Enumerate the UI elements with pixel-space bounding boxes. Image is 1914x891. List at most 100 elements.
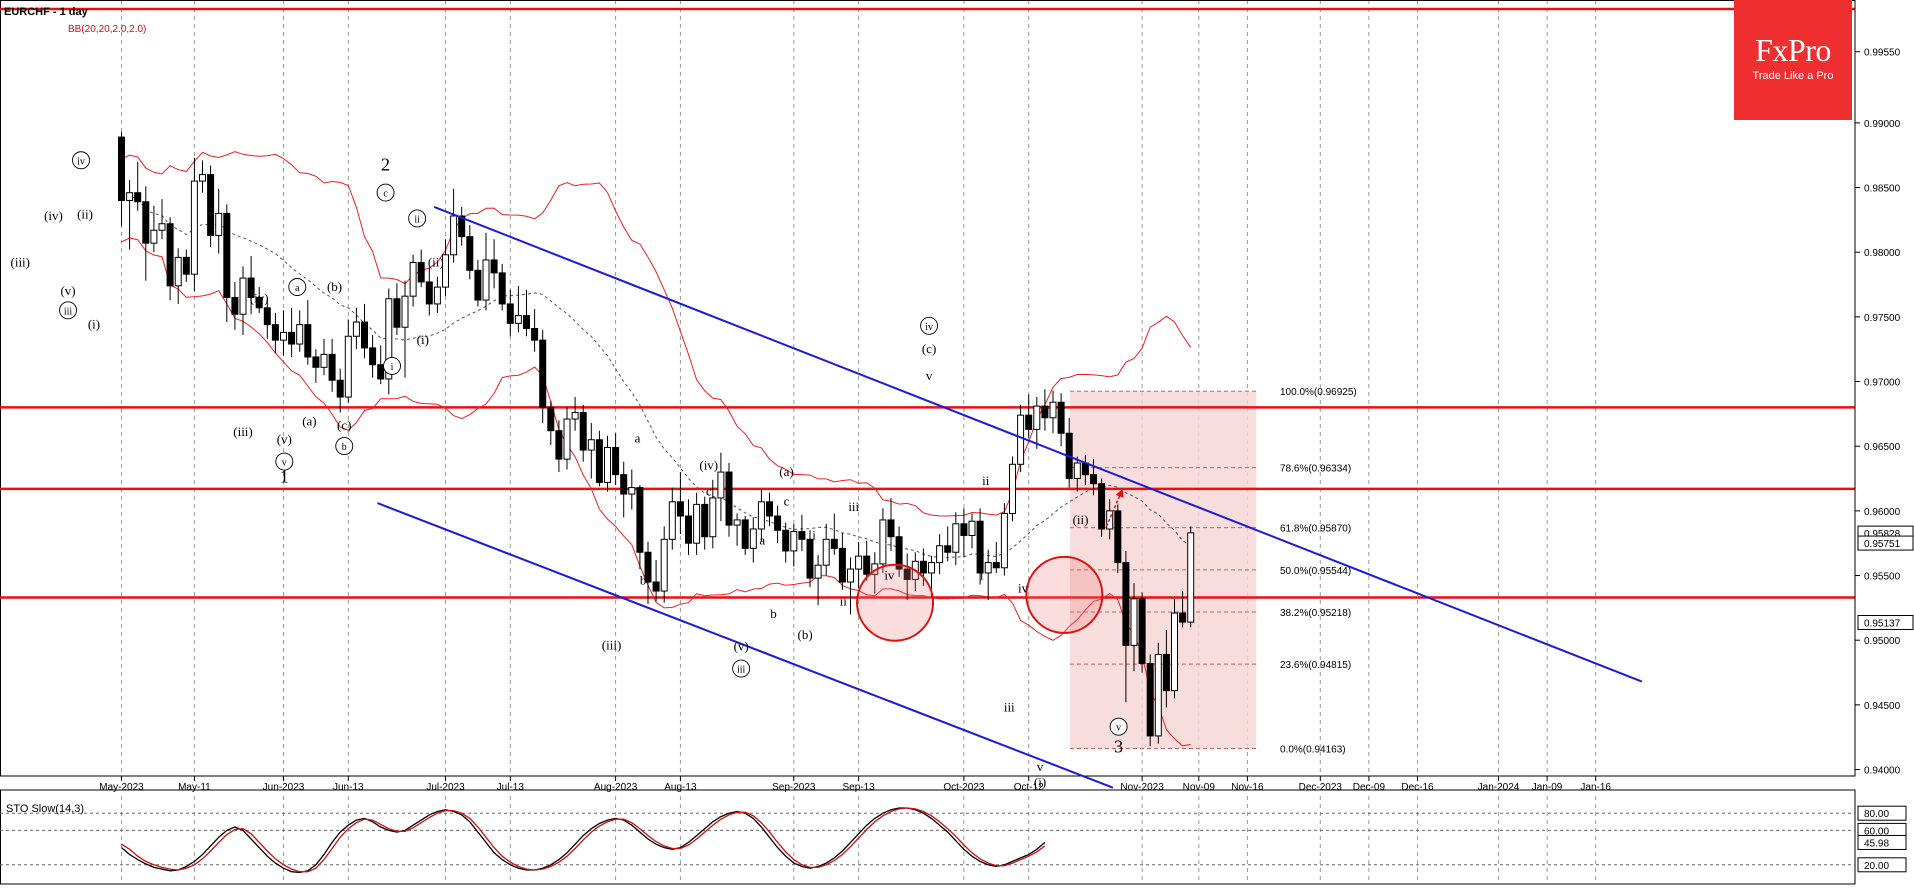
- candle-body: [992, 562, 1000, 569]
- sto-current-label: 45.98: [1864, 838, 1889, 849]
- wave-label: ii: [982, 473, 990, 488]
- candle-body: [579, 412, 587, 451]
- wave-label: a: [295, 283, 300, 294]
- sto-tick-label: 60.00: [1864, 826, 1889, 837]
- wave-label: (v): [277, 432, 292, 447]
- candle-body: [118, 136, 125, 201]
- candle-body: [1146, 662, 1154, 737]
- candle-body: [701, 503, 709, 538]
- candle-body: [741, 519, 749, 549]
- candle-body: [1041, 405, 1049, 419]
- wave-label: iv: [884, 567, 895, 582]
- fxpro-logo: FxPro Trade Like a Pro: [1734, 0, 1852, 120]
- wave-label: i: [812, 527, 816, 542]
- wave-label: v: [1037, 759, 1044, 774]
- candle-body: [450, 215, 458, 256]
- candle-body: [433, 286, 441, 305]
- wave-label-ring: [408, 209, 427, 228]
- candle-body: [984, 562, 992, 574]
- candle-body: [466, 236, 474, 271]
- candle-body: [482, 259, 490, 301]
- candle-body: [296, 324, 304, 345]
- candle-body: [725, 471, 733, 526]
- wave-label-ring: [288, 278, 307, 296]
- candle-body: [199, 174, 206, 182]
- candle-body: [1171, 612, 1178, 692]
- sto-tick-box: [1857, 857, 1907, 873]
- candle-body: [676, 501, 684, 517]
- candle-body: [733, 519, 741, 526]
- candle-body: [936, 545, 944, 564]
- candle-body: [490, 259, 498, 274]
- candle-body: [409, 262, 417, 297]
- candle-body: [612, 446, 620, 476]
- sto-signal-line: [121, 807, 1046, 873]
- wave-label: (ii): [1073, 512, 1089, 527]
- candle-body: [571, 412, 579, 420]
- candle-body: [879, 519, 887, 565]
- candle-body: [280, 331, 287, 341]
- candle-body: [288, 331, 296, 345]
- wave-label: (iv): [44, 208, 63, 223]
- candle-body: [336, 379, 344, 398]
- candle-body: [782, 529, 790, 552]
- wave-label: (ii): [77, 207, 93, 222]
- wave-label: (c): [922, 341, 936, 356]
- wave-label-ring: [59, 301, 77, 320]
- candle-body: [1179, 612, 1187, 623]
- date-tick-label: Dec-2023: [1299, 782, 1343, 793]
- candle-body: [215, 212, 223, 236]
- candle-body: [271, 324, 279, 341]
- candle-body: [344, 335, 352, 398]
- candle-body: [976, 520, 984, 574]
- price-marker-box: [1857, 614, 1914, 630]
- candle-body: [620, 474, 628, 495]
- candle-body: [312, 356, 320, 368]
- price-marker-label: 0.95828: [1864, 529, 1901, 540]
- candle-body: [604, 446, 611, 483]
- date-tick-label: Jul-2023: [426, 782, 465, 793]
- sto-tick-label: 80.00: [1864, 809, 1889, 820]
- candle-body: [1049, 401, 1057, 419]
- candle-body: [304, 324, 312, 358]
- candle-body: [393, 298, 401, 328]
- date-tick-label: Jan-16: [1580, 782, 1611, 793]
- candle-body: [709, 497, 717, 538]
- date-tick-label: Nov-2023: [1120, 782, 1164, 793]
- fib-level-label: 23.6%(0.94815): [1280, 660, 1351, 671]
- candle-body: [644, 551, 652, 583]
- price-tick-label: 0.94500: [1864, 701, 1901, 712]
- candle-body: [498, 272, 506, 305]
- candlesticks: [118, 131, 1195, 747]
- candle-body: [1130, 598, 1138, 646]
- wave-label: iii: [848, 499, 859, 514]
- target-arrow-head: [1115, 488, 1124, 498]
- wave-label: a: [635, 430, 641, 445]
- candle-body: [328, 353, 336, 381]
- candle-body: [352, 321, 360, 337]
- highlight-circle: [1025, 555, 1104, 634]
- candle-body: [749, 528, 757, 549]
- candle-body: [182, 256, 190, 275]
- wave-label: (iii): [602, 637, 622, 652]
- brand-tagline: Trade Like a Pro: [1752, 70, 1834, 82]
- wave-label: v: [1116, 723, 1121, 734]
- candle-body: [417, 262, 425, 283]
- candle-body: [1162, 653, 1170, 692]
- candle-body: [1000, 512, 1008, 569]
- price-tick-label: 0.98000: [1864, 248, 1901, 259]
- candle-body: [442, 254, 449, 288]
- wave-label: (iv): [699, 457, 718, 472]
- channel-line: [377, 502, 1114, 789]
- candle-body: [514, 315, 522, 324]
- candle-body: [239, 277, 247, 315]
- candle-body: [668, 501, 676, 540]
- date-tick-label: Jan-09: [1532, 782, 1563, 793]
- candle-body: [717, 471, 725, 499]
- candle-body: [320, 353, 328, 368]
- candle-body: [126, 192, 134, 201]
- candle-body: [1090, 474, 1097, 485]
- highlight-circles: [856, 488, 1124, 642]
- candle-body: [757, 501, 765, 530]
